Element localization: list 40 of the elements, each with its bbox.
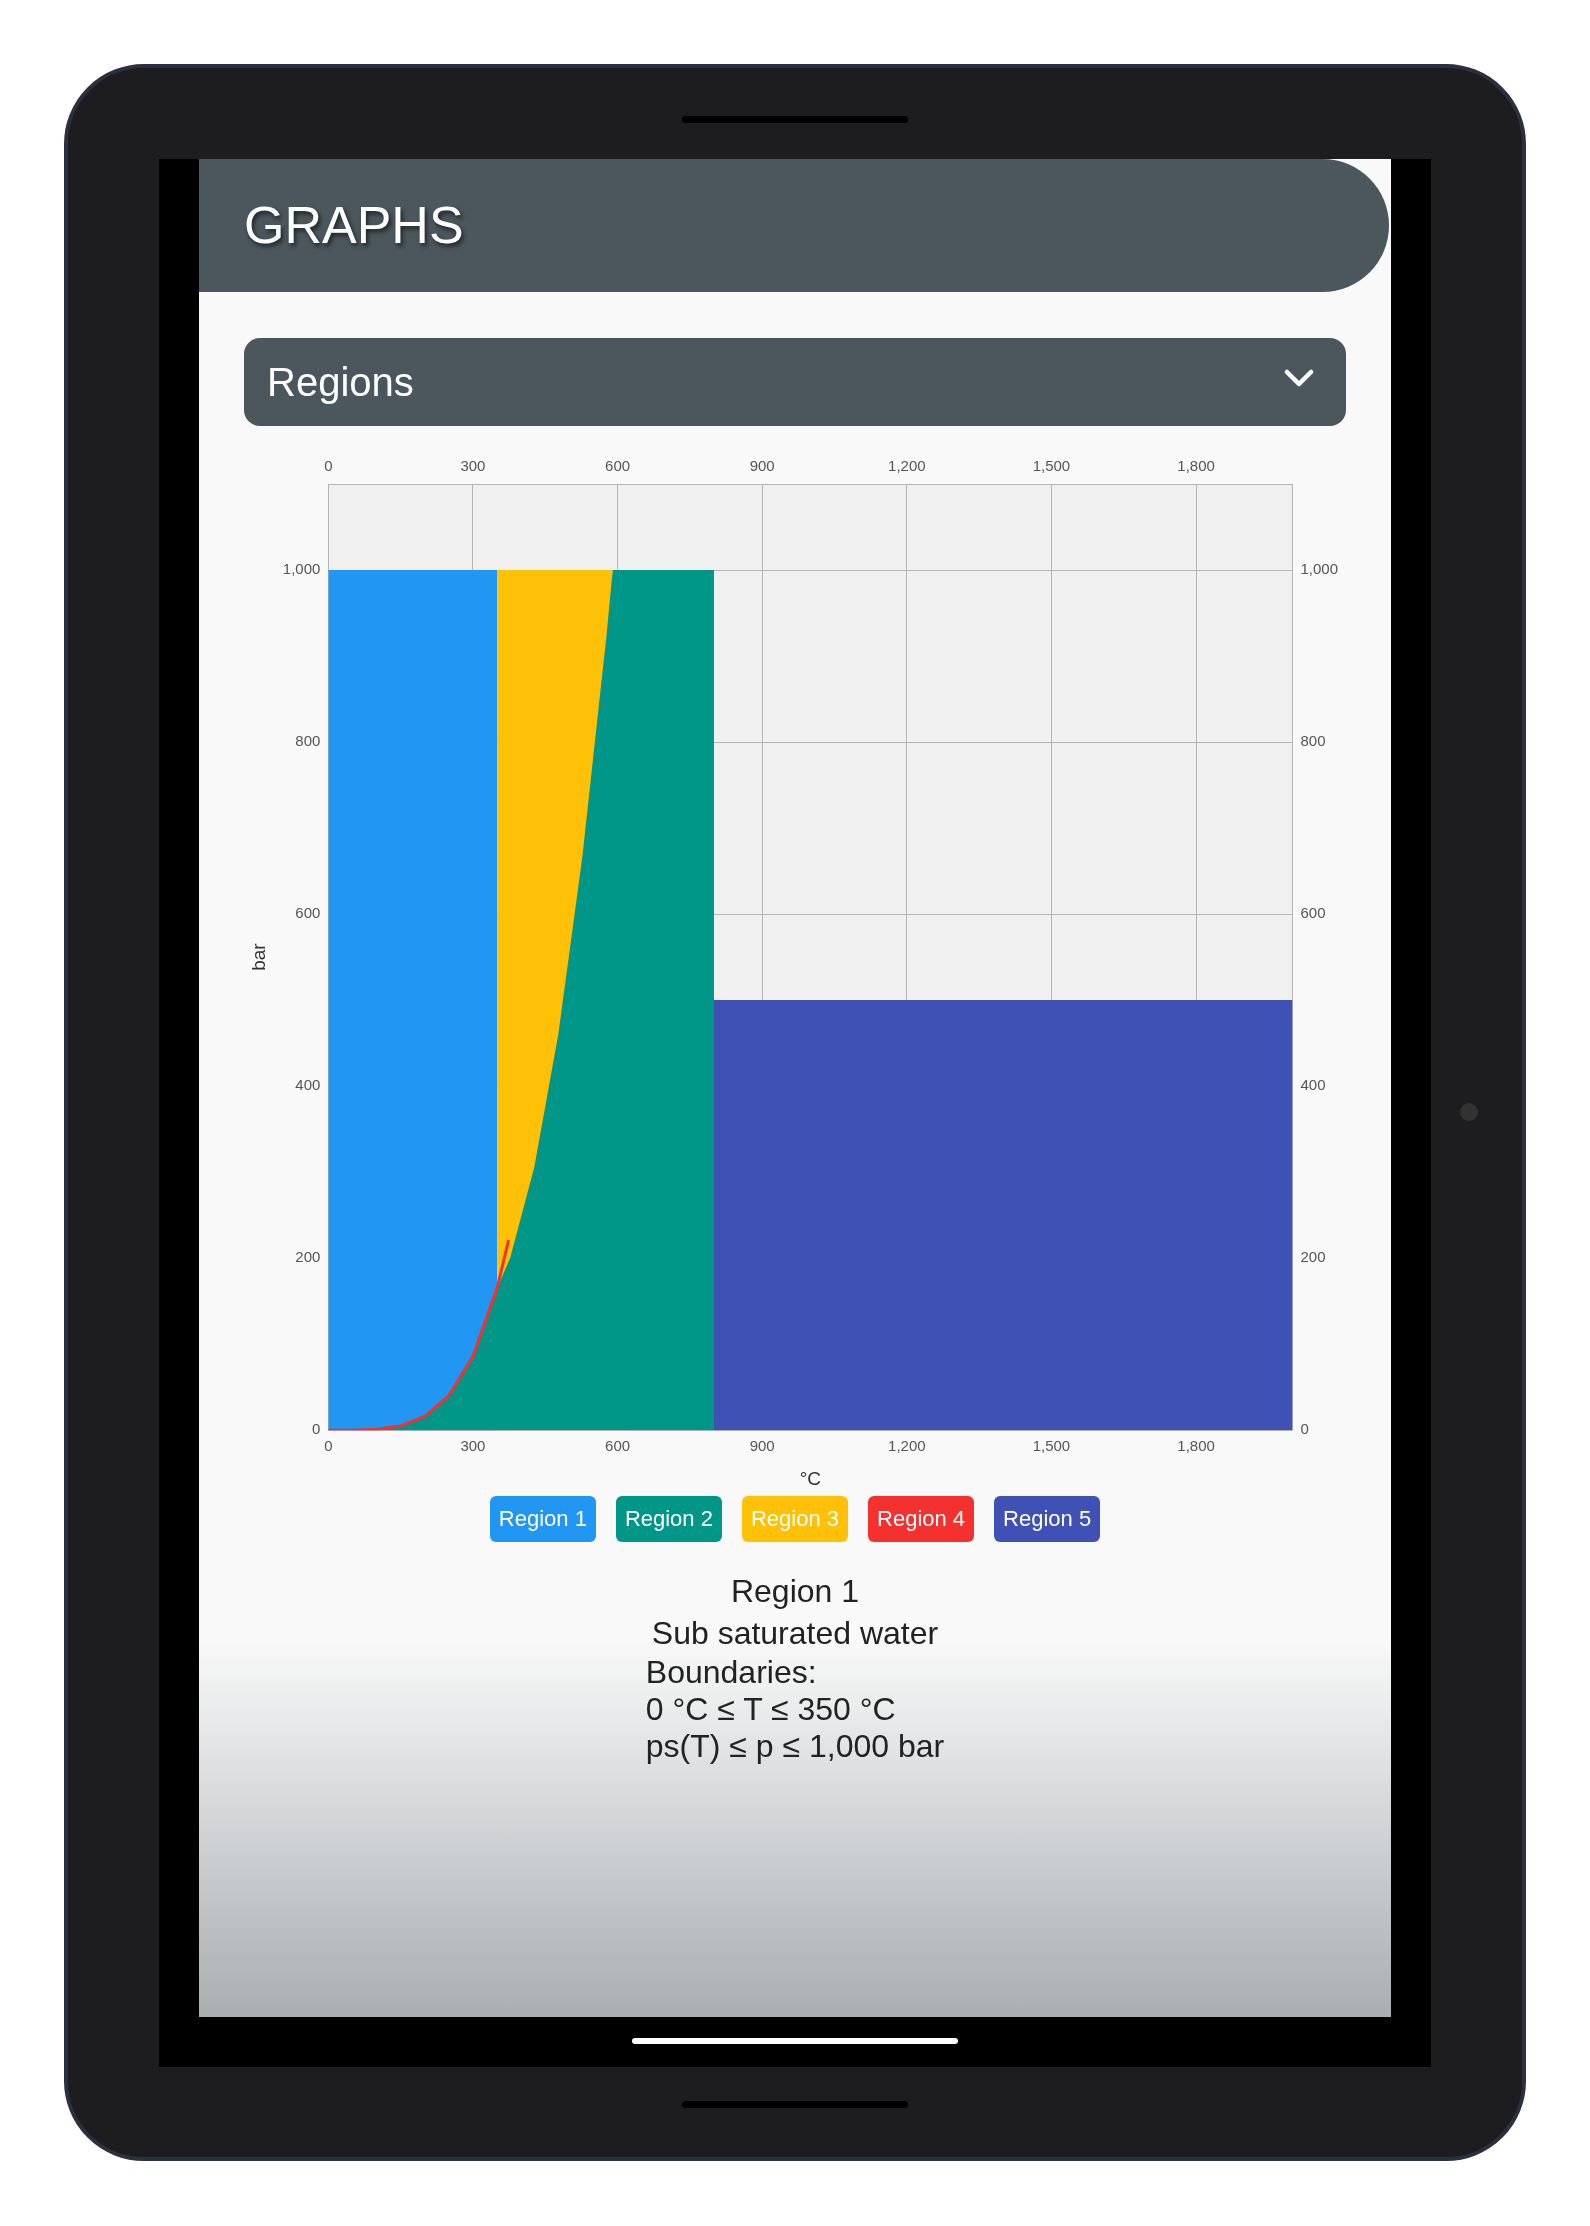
y2-tick-label: 0 xyxy=(1300,1420,1309,1438)
x-tick-label: 1,500 xyxy=(1032,1437,1071,1455)
text: 0 °C ≤ T ≤ 350 °C xyxy=(645,1691,897,1728)
x2-tick-label: 300 xyxy=(460,457,486,475)
y-tick-label: 600 xyxy=(295,904,321,922)
x2-tick-label: 0 xyxy=(324,457,333,475)
x-tick-label: 0 xyxy=(324,1437,333,1455)
chart-title: GRAPHS xyxy=(199,159,1389,292)
x-tick-label: 1,200 xyxy=(888,1437,926,1455)
text: Region 5 xyxy=(994,1496,1101,1542)
y2-tick-label: 200 xyxy=(1300,1248,1326,1266)
text: Region 2 xyxy=(615,1496,722,1542)
y2-tick-label: 600 xyxy=(1300,904,1326,922)
y2-tick-label: 800 xyxy=(1300,732,1326,750)
y-tick-label: 0 xyxy=(311,1420,321,1438)
text: Boundaries: xyxy=(645,1654,818,1691)
y2-tick-label: 400 xyxy=(1300,1076,1326,1094)
text: Region 3 xyxy=(741,1496,849,1542)
text: Region 1 xyxy=(729,1572,861,1611)
y-axis-title: bar xyxy=(247,942,269,971)
x2-tick-label: 1,500 xyxy=(1032,457,1071,475)
x2-tick-label: 1,800 xyxy=(1177,457,1215,475)
x2-tick-label: 900 xyxy=(749,457,775,475)
x-tick-label: 600 xyxy=(605,1437,631,1455)
y-tick-label: 800 xyxy=(295,732,321,750)
y-tick-label: 200 xyxy=(295,1248,321,1266)
chart-subtitle: Regions xyxy=(267,360,414,404)
x2-tick-label: 600 xyxy=(605,457,631,475)
text: Region 4 xyxy=(868,1496,975,1542)
x-tick-label: 300 xyxy=(460,1437,486,1455)
x-axis-title: °C xyxy=(799,1467,822,1489)
x-tick-label: 900 xyxy=(749,1437,775,1455)
y-tick-label: 1,000 xyxy=(282,560,321,578)
text: Sub saturated water xyxy=(650,1614,940,1653)
text: Region 1 xyxy=(489,1496,596,1542)
x-tick-label: 1,800 xyxy=(1177,1437,1215,1455)
text: ps(T) ≤ p ≤ 1,000 bar xyxy=(645,1728,945,1765)
y2-tick-label: 1,000 xyxy=(1300,560,1339,578)
x2-tick-label: 1,200 xyxy=(888,457,926,475)
y-tick-label: 400 xyxy=(295,1076,321,1094)
